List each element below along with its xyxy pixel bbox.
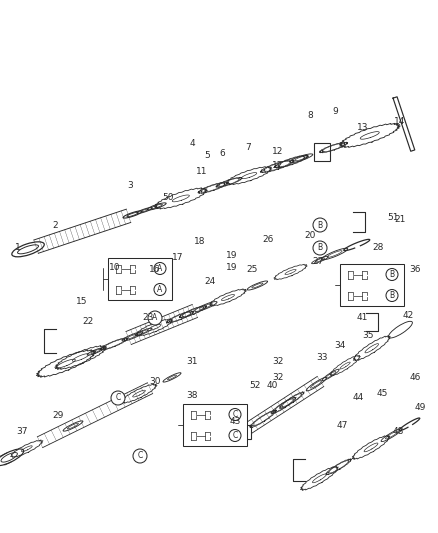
Text: 23: 23 — [142, 313, 154, 322]
Text: 3: 3 — [127, 181, 133, 190]
Text: 22: 22 — [82, 318, 94, 327]
Text: C: C — [115, 393, 120, 402]
Text: 36: 36 — [409, 265, 421, 274]
Bar — [314, 142, 329, 160]
Text: 11: 11 — [196, 167, 208, 176]
Text: 1: 1 — [15, 244, 21, 253]
Text: 15: 15 — [76, 297, 88, 306]
Circle shape — [148, 311, 162, 325]
Circle shape — [111, 391, 125, 405]
Text: B: B — [318, 221, 322, 230]
Circle shape — [133, 449, 147, 463]
Bar — [340, 264, 404, 306]
Text: 50: 50 — [162, 193, 174, 203]
Text: 38: 38 — [186, 391, 198, 400]
Text: C: C — [233, 431, 238, 440]
Circle shape — [229, 408, 241, 421]
Text: 6: 6 — [219, 149, 225, 157]
Bar — [183, 404, 247, 446]
Text: C: C — [233, 410, 238, 419]
Text: 52: 52 — [249, 381, 261, 390]
Text: B: B — [318, 244, 322, 253]
Text: 35: 35 — [362, 330, 374, 340]
Text: 49: 49 — [414, 403, 426, 413]
Text: 31: 31 — [186, 358, 198, 367]
Text: 44: 44 — [353, 393, 364, 402]
Text: 19: 19 — [226, 251, 238, 260]
Text: A: A — [157, 264, 162, 273]
Text: 12: 12 — [272, 148, 284, 157]
Text: 12: 12 — [272, 160, 284, 169]
Text: A: A — [157, 285, 162, 294]
Text: 34: 34 — [334, 341, 346, 350]
Text: 46: 46 — [410, 374, 420, 383]
Text: 8: 8 — [307, 110, 313, 119]
Circle shape — [154, 284, 166, 295]
Circle shape — [154, 262, 166, 274]
Text: 14: 14 — [394, 117, 406, 126]
Circle shape — [386, 289, 398, 302]
Circle shape — [386, 269, 398, 280]
Text: 19: 19 — [226, 263, 238, 272]
Text: 4: 4 — [189, 139, 195, 148]
Text: 42: 42 — [403, 311, 413, 319]
Text: 37: 37 — [16, 427, 28, 437]
Text: 45: 45 — [376, 389, 388, 398]
Text: C: C — [138, 451, 143, 461]
Text: 24: 24 — [205, 278, 215, 287]
Text: 25: 25 — [246, 265, 258, 274]
Circle shape — [313, 218, 327, 232]
Text: 51: 51 — [387, 214, 399, 222]
Text: 21: 21 — [394, 215, 406, 224]
Text: 18: 18 — [194, 238, 206, 246]
Text: 41: 41 — [356, 313, 367, 322]
Bar — [235, 425, 251, 439]
Text: 43: 43 — [230, 417, 241, 426]
Text: 16: 16 — [149, 265, 161, 274]
Text: 13: 13 — [357, 124, 369, 133]
Text: 9: 9 — [332, 108, 338, 117]
Text: 27: 27 — [312, 257, 324, 266]
Text: 48: 48 — [392, 427, 404, 437]
Text: 40: 40 — [266, 381, 278, 390]
Text: 33: 33 — [316, 353, 328, 362]
Text: 7: 7 — [245, 143, 251, 152]
Text: 26: 26 — [262, 236, 274, 245]
Circle shape — [229, 430, 241, 441]
Text: 29: 29 — [52, 410, 64, 419]
Text: B: B — [389, 291, 395, 300]
Text: 10: 10 — [109, 263, 121, 272]
Text: 30: 30 — [149, 377, 161, 386]
Bar — [108, 258, 172, 300]
Text: 28: 28 — [372, 243, 384, 252]
Text: 32: 32 — [272, 358, 284, 367]
Circle shape — [313, 241, 327, 255]
Text: 32: 32 — [272, 374, 284, 383]
Text: 47: 47 — [336, 421, 348, 430]
Text: 17: 17 — [172, 254, 184, 262]
Text: B: B — [389, 270, 395, 279]
Text: 2: 2 — [52, 221, 58, 230]
Text: A: A — [152, 313, 158, 322]
Text: 20: 20 — [304, 230, 316, 239]
Text: 5: 5 — [204, 150, 210, 159]
